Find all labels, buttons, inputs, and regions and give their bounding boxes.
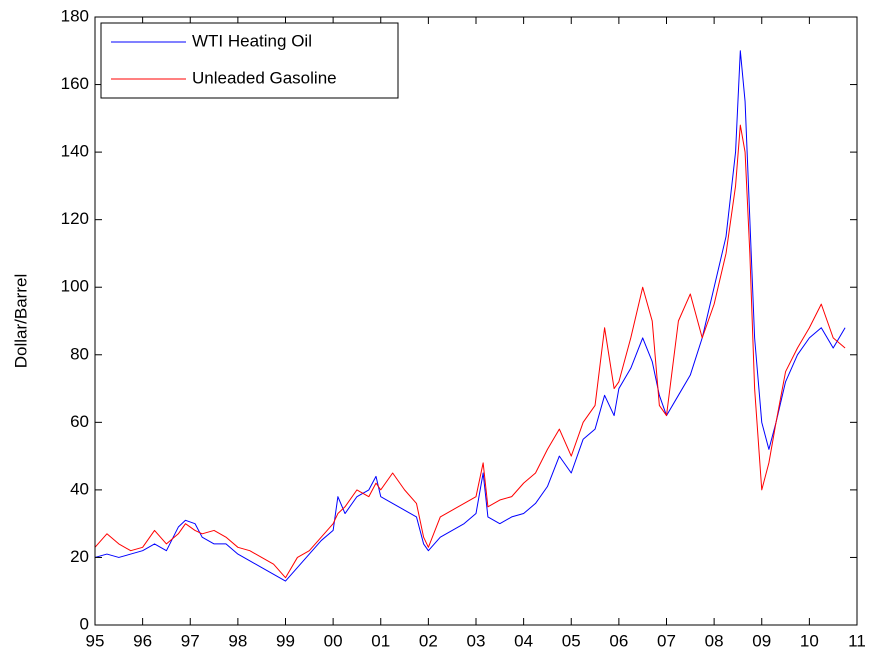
x-tick-label: 05 [562,631,581,650]
data-line [94,50,846,582]
x-tick-label: 09 [752,631,771,650]
y-axis-label: Dollar/Barrel [11,274,30,368]
x-tick-label: 95 [86,631,105,650]
x-tick-label: 04 [514,631,533,650]
y-tick-label: 20 [70,547,89,566]
legend-label: Unleaded Gasoline [192,68,337,87]
y-tick-label: 100 [61,277,89,296]
x-tick-label: 06 [609,631,628,650]
x-tick-label: 00 [324,631,343,650]
y-tick-label: 180 [61,6,89,25]
x-tick-label: 08 [705,631,724,650]
x-tick-label: 02 [419,631,438,650]
x-tick-label: 07 [657,631,676,650]
y-tick-label: 140 [61,142,89,161]
y-tick-label: 80 [70,344,89,363]
legend-box [100,22,399,99]
x-tick-label: 03 [467,631,486,650]
x-tick-label: 98 [228,631,247,650]
x-tick-label: 97 [181,631,200,650]
x-tick-label: 11 [848,631,866,650]
x-tick-label: 10 [800,631,819,650]
y-tick-label: 160 [61,74,89,93]
legend-label: WTI Heating Oil [192,31,312,50]
y-tick-label: 60 [70,412,89,431]
data-line [94,124,846,579]
x-tick-label: 99 [276,631,295,650]
x-tick-label: 01 [371,631,390,650]
y-tick-label: 40 [70,479,89,498]
x-tick-label: 96 [133,631,152,650]
y-tick-label: 0 [80,614,89,633]
y-tick-label: 120 [61,209,89,228]
